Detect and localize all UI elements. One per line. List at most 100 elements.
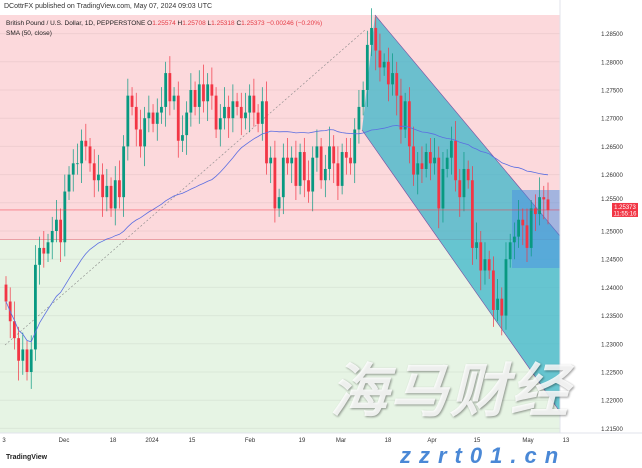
candle-body <box>466 168 470 181</box>
candle-body <box>92 163 96 181</box>
candle-body <box>256 112 260 124</box>
candle-body <box>185 112 189 136</box>
candle-body <box>286 157 289 164</box>
y-tick-label: 1.24500 <box>601 258 623 264</box>
candle-body <box>265 101 268 164</box>
candle-body <box>290 157 294 164</box>
candle-body <box>508 242 512 260</box>
y-tick-label: 1.24000 <box>601 286 623 292</box>
candle-body <box>235 101 239 107</box>
candle-body <box>214 95 218 130</box>
candle-body <box>349 157 352 164</box>
channel-lower-line <box>361 129 561 413</box>
x-tick-label: 18 <box>385 438 392 444</box>
candle-body <box>101 174 105 198</box>
candle-body <box>42 247 46 254</box>
candle-body <box>370 27 373 45</box>
candle-body <box>311 157 315 192</box>
candle-body <box>260 101 264 124</box>
candle-body <box>25 349 29 372</box>
x-tick-label: 3 <box>2 438 6 444</box>
candle-body <box>71 163 75 175</box>
candle-body <box>298 152 302 186</box>
candle-body <box>395 73 399 96</box>
tradingview-logo[interactable]: TradingView <box>6 454 48 461</box>
high-value: 1.25708 <box>182 20 206 27</box>
y-tick-label: 1.28500 <box>601 32 623 38</box>
x-tick-label: 13 <box>563 438 570 444</box>
candle-body <box>50 231 54 243</box>
candle-body <box>319 146 323 181</box>
price-chart[interactable]: 1.28500 1.28000 1.27500 1.27000 1.26500 1.260… <box>0 0 642 450</box>
candle-body <box>420 163 424 169</box>
candle-body <box>470 180 474 248</box>
candle-body <box>277 197 281 209</box>
indicator-label[interactable]: SMA (50, close) <box>6 30 52 37</box>
candle-body <box>63 191 67 243</box>
candle-body <box>38 247 42 265</box>
candle-body <box>4 284 8 302</box>
candle-body <box>378 50 382 68</box>
candle-body <box>76 163 79 165</box>
candle-body <box>412 146 415 175</box>
candle-body <box>168 73 172 102</box>
high-label: H <box>177 20 183 27</box>
candle-body <box>17 338 21 361</box>
y-tick-label: 1.23500 <box>601 314 623 320</box>
candle-body <box>454 140 457 181</box>
close-label: C <box>236 20 242 27</box>
candle-body <box>59 219 63 243</box>
candle-body <box>281 157 285 198</box>
candle-body <box>294 157 298 186</box>
x-tick-label: 19 <box>299 438 306 444</box>
candle-body <box>340 152 344 186</box>
candle-body <box>441 168 445 209</box>
candle-body <box>336 163 340 186</box>
candle-body <box>223 106 226 119</box>
candle-body <box>176 95 180 141</box>
candle-body <box>445 157 449 169</box>
candle-body <box>13 321 16 339</box>
regression-channel <box>362 15 560 412</box>
candle-body <box>147 112 151 119</box>
candle-body <box>151 112 155 124</box>
candle-body <box>252 95 256 113</box>
chart-legend: British Pound / U.S. Dollar, 1D, PEPPERS… <box>6 19 322 39</box>
candle-body <box>239 106 243 119</box>
candle-body <box>416 163 420 175</box>
candle-body <box>542 197 546 200</box>
candle-body <box>244 112 247 119</box>
publisher-info: DCottrFX published on TradingView.com, M… <box>4 3 213 10</box>
candle-body <box>332 146 336 164</box>
candle-body <box>46 242 50 254</box>
candle-body <box>328 146 331 169</box>
low-value: 1.25318 <box>211 20 235 27</box>
candle-body <box>449 140 453 158</box>
x-tick-label: 18 <box>110 438 117 444</box>
candle-body <box>521 219 525 226</box>
candle-body <box>424 152 428 169</box>
change-value: −0.00246 (−0.20%) <box>266 20 323 27</box>
candle-body <box>218 118 222 130</box>
candle-body <box>122 146 126 198</box>
y-tick-label: 1.27000 <box>601 117 623 123</box>
x-tick-label: May <box>522 438 533 444</box>
candle-body <box>105 185 109 198</box>
candle-body <box>344 152 348 158</box>
y-tick-label: 1.22500 <box>601 371 623 377</box>
candle-body <box>97 174 100 181</box>
candle-body <box>386 61 390 85</box>
candle-body <box>458 180 462 198</box>
candle-body <box>269 157 273 164</box>
open-label: O <box>147 20 153 27</box>
candle-body <box>160 106 163 113</box>
candle-body <box>529 208 533 248</box>
candle-body <box>248 95 252 113</box>
candle-body <box>29 349 33 372</box>
y-tick-label: 1.21500 <box>601 427 623 433</box>
candle-body <box>546 199 550 211</box>
x-tick-label: Dec <box>59 438 70 444</box>
candle-body <box>323 168 327 181</box>
candle-body <box>172 95 176 102</box>
candle-body <box>357 106 361 130</box>
